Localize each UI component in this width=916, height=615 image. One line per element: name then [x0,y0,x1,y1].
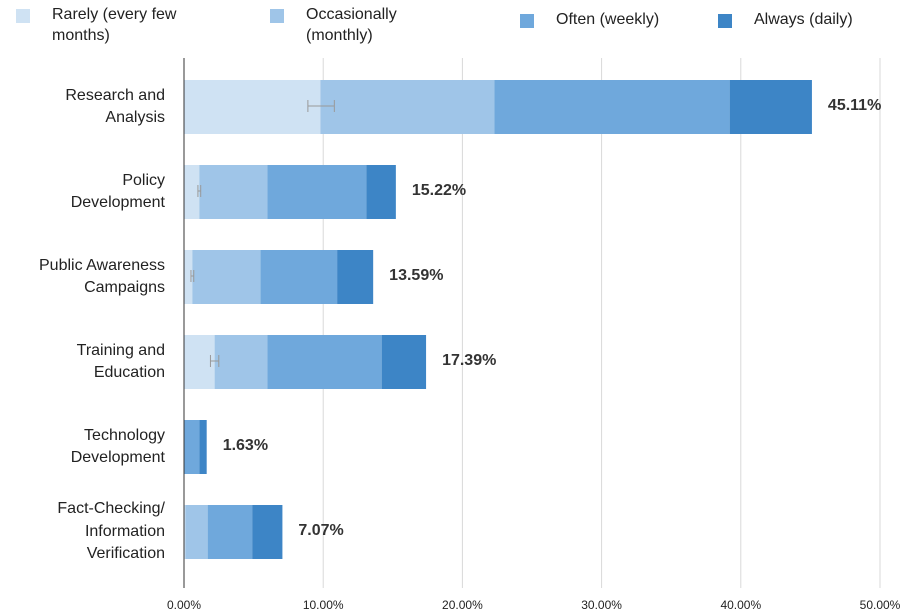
category-label-line: Development [70,449,165,466]
bar-total-label: 7.07% [298,522,344,539]
bar-segment [267,335,382,389]
bar-segment [252,505,283,559]
bar-segment [729,80,812,134]
bar-segment [192,250,261,304]
category-label-line: Research and [65,86,165,104]
legend-label: Rarely (every few months) [52,4,176,46]
category-label-line: Education [93,364,165,381]
legend-swatch [718,14,732,28]
legend-label-line: Always (daily) [754,11,853,28]
bar-segment [184,420,200,474]
bar-segment [184,165,200,219]
category-label-line: Campaigns [84,279,165,296]
legend-label: Always (daily) [754,9,853,30]
legend-label-line: Rarely (every few [52,6,177,23]
legend-label: Often (weekly) [556,9,659,30]
bar-total-label: 15.22% [411,182,467,199]
x-tick-label: 0.00% [166,598,202,612]
x-tick-label: 40.00% [720,598,762,612]
category-label: Policy Development [0,170,165,215]
bar-segment [214,335,268,389]
category-label: Public Awareness Campaigns [0,255,165,300]
category-label-line: Verification [86,545,165,563]
bar-segment [184,505,186,559]
bar-segment [184,335,215,389]
bar-total-label: 17.39% [442,352,497,369]
x-tick-label: 10.00% [302,598,344,612]
bar-segment [494,80,730,134]
bar-segment [320,80,495,134]
category-label-line: Technology [84,426,165,444]
x-tick-label: 20.00% [442,598,483,612]
category-label-line: Development [70,194,165,211]
bar-segment [207,505,253,559]
bar-total-label: 13.59% [389,267,444,284]
legend-item: Always (daily) [718,4,853,30]
legend-label-line: Often (weekly) [556,11,660,28]
bar-segment [381,335,427,389]
category-label-line: Public Awareness [39,256,165,274]
bar-segment [337,250,374,304]
category-label: Fact-Checking/Information Verification [0,498,165,566]
legend-swatch [270,9,284,23]
bar-segment [185,505,208,559]
bar-segment [267,165,367,219]
bar-segment [184,80,321,134]
legend-label-line: months) [52,27,110,44]
x-tick-label: 50.00% [859,598,901,612]
legend-item: Often (weekly) [520,4,659,30]
category-label-line: Policy [122,171,165,189]
bar-segment [366,165,396,219]
category-label-line: Training and [76,341,165,359]
category-label-line: Analysis [105,109,165,126]
category-label-line: Information [84,522,165,540]
bar-total-label: 1.63% [222,437,269,454]
legend-label: Occasionally (monthly) [306,4,397,46]
category-label: Research and Analysis [0,85,165,130]
legend: Rarely (every few months) Occasionally (mon… [0,4,916,48]
bar-total-label: 45.11% [827,97,882,114]
bar-segment [199,420,207,474]
legend-swatch [16,9,30,23]
bar-segment [260,250,338,304]
bar-segment [199,165,268,219]
legend-label-line: (monthly) [306,27,373,44]
legend-item: Rarely (every few months) [16,4,176,46]
legend-item: Occasionally (monthly) [270,4,397,46]
category-label: Technology Development [0,425,165,470]
category-label: Training and Education [0,340,165,385]
bar-segment [184,250,193,304]
legend-label-line: Occasionally [306,6,397,23]
legend-swatch [520,14,534,28]
x-tick-label: 30.00% [581,598,622,612]
category-label-line: Fact-Checking/ [57,500,165,518]
